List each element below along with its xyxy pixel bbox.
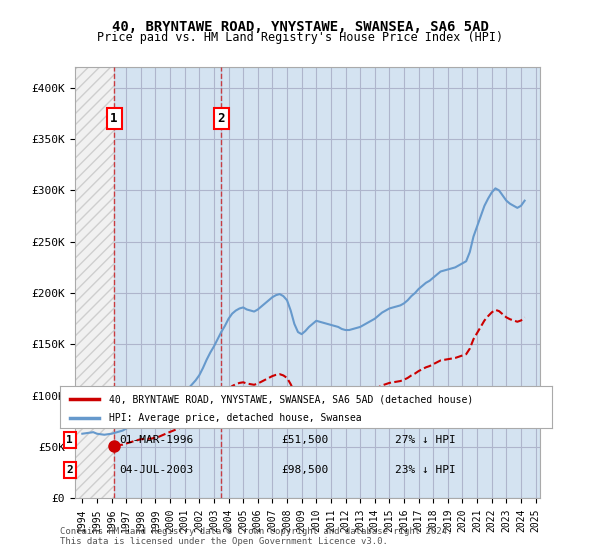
Text: £98,500: £98,500 [281, 465, 329, 475]
Text: 27% ↓ HPI: 27% ↓ HPI [395, 435, 455, 445]
Bar [221, 67, 540, 498]
Text: Contains HM Land Registry data © Crown copyright and database right 2024.
This d: Contains HM Land Registry data © Crown c… [60, 526, 452, 546]
Text: HPI: Average price, detached house, Swansea: HPI: Average price, detached house, Swan… [109, 413, 362, 423]
Text: £51,500: £51,500 [281, 435, 329, 445]
Text: Price paid vs. HM Land Registry's House Price Index (HPI): Price paid vs. HM Land Registry's House … [97, 31, 503, 44]
Text: 1: 1 [67, 435, 73, 445]
Bar [75, 67, 114, 498]
Text: 40, BRYNTAWE ROAD, YNYSTAWE, SWANSEA, SA6 5AD: 40, BRYNTAWE ROAD, YNYSTAWE, SWANSEA, SA… [112, 20, 488, 34]
Text: 04-JUL-2003: 04-JUL-2003 [119, 465, 193, 475]
Text: 01-MAR-1996: 01-MAR-1996 [119, 435, 193, 445]
Text: 40, BRYNTAWE ROAD, YNYSTAWE, SWANSEA, SA6 5AD (detached house): 40, BRYNTAWE ROAD, YNYSTAWE, SWANSEA, SA… [109, 394, 473, 404]
Text: 2: 2 [217, 112, 225, 125]
Bar [75, 67, 114, 498]
Bar [114, 67, 221, 498]
Text: 23% ↓ HPI: 23% ↓ HPI [395, 465, 455, 475]
Text: 1: 1 [110, 112, 118, 125]
Text: 2: 2 [67, 465, 73, 475]
